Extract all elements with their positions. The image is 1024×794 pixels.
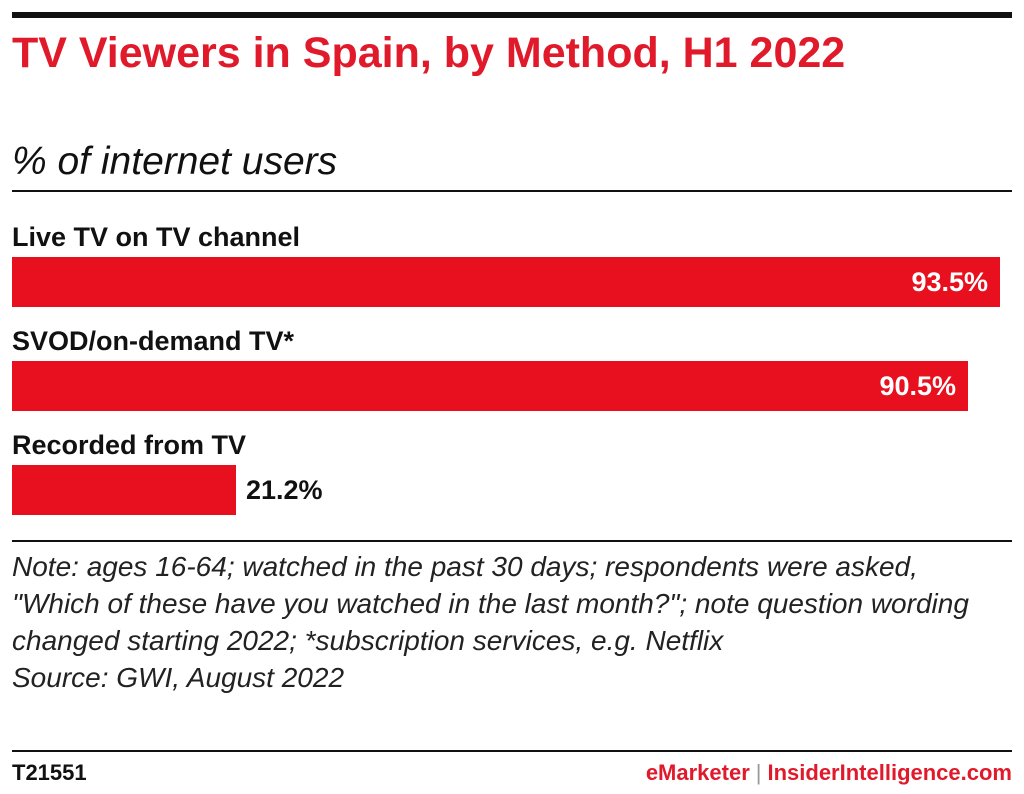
chart-note: Note: ages 16-64; watched in the past 30… xyxy=(12,548,1012,696)
note-rule xyxy=(12,540,1012,542)
top-rule xyxy=(12,12,1012,18)
header-rule xyxy=(12,190,1012,192)
chart-title: TV Viewers in Spain, by Method, H1 2022 xyxy=(12,29,846,77)
bar xyxy=(12,465,236,515)
bar-row: Recorded from TV 21.2% xyxy=(12,403,1012,515)
chart-id: T21551 xyxy=(12,760,87,785)
footer-rule xyxy=(12,750,1012,752)
chart-source: Source: GWI, August 2022 xyxy=(12,662,345,693)
bar-category-label: Live TV on TV channel xyxy=(12,222,301,252)
bar xyxy=(12,257,1000,307)
bar-row: SVOD/on-demand TV* 90.5% xyxy=(12,299,1012,411)
bar-category-label: SVOD/on-demand TV* xyxy=(12,326,295,356)
bar-value-label: 93.5% xyxy=(911,267,988,297)
brand-insiderintelligence: InsiderIntelligence.com xyxy=(767,760,1012,785)
bar-category-label: Recorded from TV xyxy=(12,430,247,460)
bar xyxy=(12,361,968,411)
bar-value-label: 21.2% xyxy=(246,475,323,505)
brand-footer: eMarketer | InsiderIntelligence.com xyxy=(646,760,1012,786)
note-lead: Note: xyxy=(12,551,79,582)
brand-emarketer: eMarketer xyxy=(645,760,750,785)
bar-value-label: 90.5% xyxy=(879,371,956,401)
bar-chart: Live TV on TV channel 93.5% SVOD/on-demand… xyxy=(12,195,1012,540)
chart-subtitle: % of internet users xyxy=(12,140,338,183)
bar-row: Live TV on TV channel 93.5% xyxy=(12,195,1012,307)
note-text: ages 16-64; watched in the past 30 days;… xyxy=(12,551,969,656)
brand-separator: | xyxy=(755,760,762,785)
